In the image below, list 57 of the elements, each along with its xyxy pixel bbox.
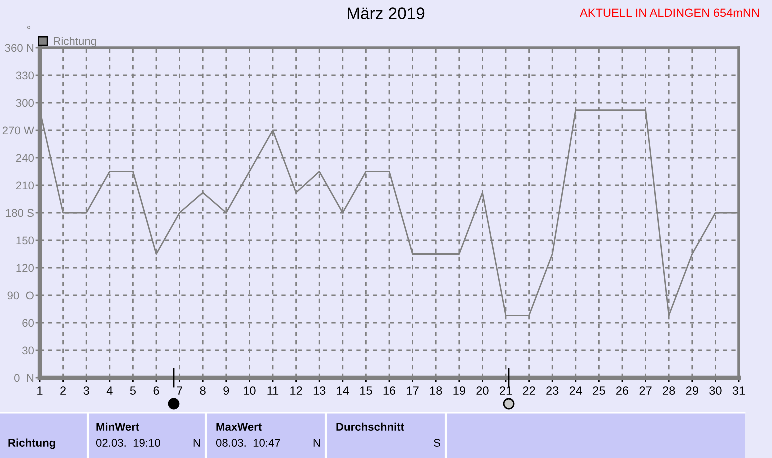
x-tick-label: 13 (314, 386, 326, 396)
text: N (194, 439, 200, 447)
x-tick-label: 9 (224, 386, 230, 396)
x-tick-label: 20 (476, 386, 489, 396)
y-tick-label: 90 O (8, 292, 34, 300)
x-tick-label: 17 (407, 386, 419, 395)
text: Durchschnitt (336, 422, 404, 431)
y-tick-label: 180 S (6, 209, 34, 218)
x-tick-label: 31 (732, 386, 745, 396)
x-tick-label: 5 (130, 386, 136, 396)
y-tick-label: 120 (16, 264, 34, 272)
y-tick-label: 30 (22, 346, 34, 355)
text: Richtung (8, 438, 56, 450)
x-tick-label: 24 (570, 386, 582, 395)
y-axis-title: ° (27, 26, 31, 30)
x-tick-label: 11 (268, 386, 279, 395)
x-tick-label: 1 (38, 386, 43, 395)
text: MaxWert (216, 423, 262, 431)
x-tick-label: 14 (337, 386, 350, 395)
y-tick-label: 240 (16, 154, 34, 162)
y-tick-label: 60 (22, 319, 34, 328)
text: N (314, 439, 320, 447)
x-tick-label: 22 (523, 386, 536, 395)
chart-title: März 2019 (348, 8, 425, 20)
text: AKTUELL IN ALDINGEN 654mNN (580, 8, 760, 18)
y-tick-label: 300 (16, 99, 34, 108)
text: 02.03. 19:10 (96, 439, 160, 447)
x-tick-label: 16 (384, 386, 396, 396)
y-tick-label: 270 W (2, 126, 34, 135)
x-tick-label: 12 (290, 386, 302, 395)
text: S (434, 439, 440, 447)
y-tick-label: 0 N (14, 374, 34, 382)
y-tick-label: 360 N (5, 44, 34, 52)
x-tick-label: 27 (640, 386, 652, 395)
x-tick-label: 30 (710, 386, 722, 396)
x-tick-label: 7 (177, 386, 182, 395)
x-tick-label: 6 (154, 386, 160, 396)
x-tick-label: 21 (500, 386, 512, 395)
x-tick-label: 8 (200, 386, 206, 396)
legend-label: Richtung (54, 37, 96, 48)
x-tick-label: 25 (593, 386, 606, 396)
x-tick-label: 19 (454, 386, 466, 396)
x-tick-label: 23 (546, 386, 559, 396)
x-tick-label: 3 (84, 386, 90, 396)
x-tick-label: 4 (106, 386, 113, 395)
x-tick-label: 26 (616, 386, 629, 396)
x-tick-label: 2 (60, 386, 66, 395)
x-tick-label: 15 (360, 386, 372, 396)
x-tick-label: 28 (663, 386, 676, 396)
y-tick-label: 330 (16, 72, 34, 80)
text: 08.03. 10:47 (216, 439, 280, 447)
text: MinWert (96, 422, 140, 431)
y-tick-label: 210 (16, 182, 34, 190)
x-tick-label: 29 (686, 386, 698, 396)
x-tick-label: 18 (430, 386, 442, 396)
x-tick-label: 10 (244, 386, 256, 396)
y-tick-label: 150 (16, 236, 34, 245)
